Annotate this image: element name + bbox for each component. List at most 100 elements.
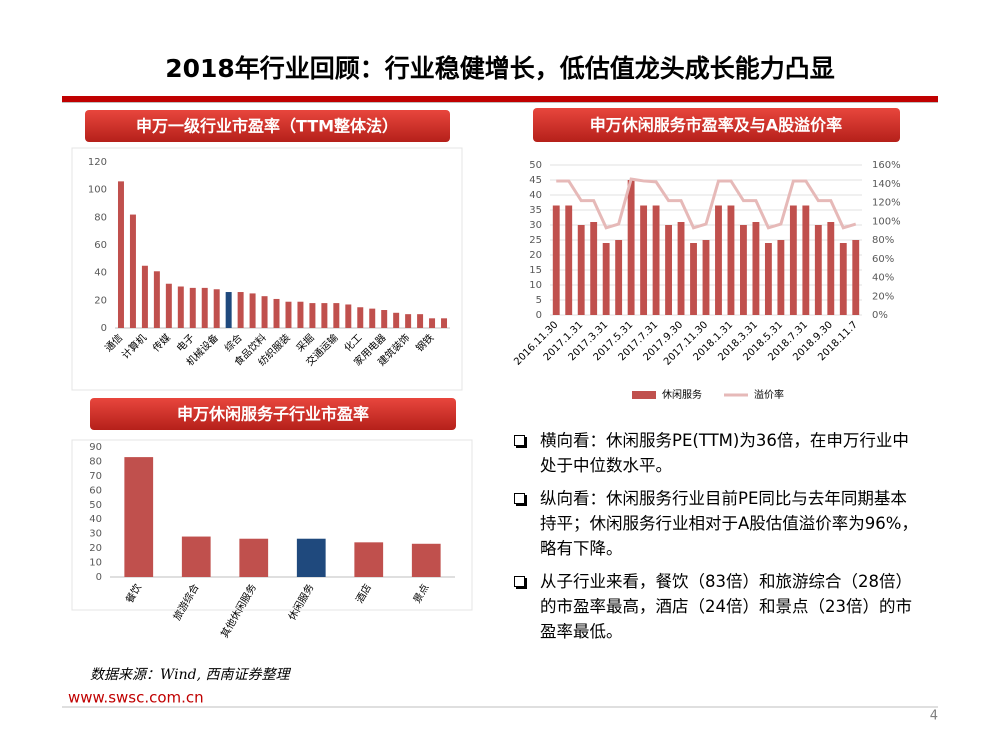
- bar: [393, 312, 400, 328]
- bar: [702, 240, 710, 315]
- bar: [727, 205, 735, 315]
- y2-tick-label: 120%: [872, 198, 901, 209]
- bullet-list: 横向看：休闲服务PE(TTM)为36倍，在申万行业中处于中位数水平。 纵向看：休闲…: [512, 428, 922, 652]
- bar: [345, 304, 352, 328]
- chart-title: 申万一级行业市盈率（TTM整体法）: [136, 117, 398, 136]
- bar: [273, 298, 280, 328]
- bar: [225, 292, 232, 328]
- line-series: [556, 177, 857, 230]
- bar: [814, 225, 822, 315]
- bullet-item: 从子行业来看，餐饮（83倍）和旅游综合（28倍）的市盈率最高，酒店（24倍）和景…: [512, 569, 922, 644]
- y2-tick-label: 60%: [872, 254, 894, 265]
- bar: [213, 289, 220, 328]
- slide-title: 2018年行业回顾：行业稳健增长，低估值龙头成长能力凸显: [165, 54, 835, 83]
- bar: [141, 265, 148, 328]
- bar: [239, 538, 269, 577]
- bar: [189, 287, 196, 328]
- y-tick-label: 20: [94, 295, 107, 306]
- y-tick-label: 0: [536, 310, 542, 321]
- bar: [429, 318, 436, 328]
- y-tick-label: 30: [529, 220, 542, 231]
- bar: [249, 293, 256, 328]
- bar: [309, 303, 316, 328]
- chart-banner: [90, 398, 456, 430]
- bar: [321, 303, 328, 328]
- bar: [677, 222, 685, 315]
- y-tick-label: 80: [94, 212, 107, 223]
- bullet-item: 横向看：休闲服务PE(TTM)为36倍，在申万行业中处于中位数水平。: [512, 428, 922, 478]
- y-tick-label: 50: [89, 500, 102, 511]
- y-tick-label: 35: [529, 205, 542, 216]
- page-number: 4: [930, 709, 938, 724]
- legend-label: 溢价率: [754, 388, 784, 401]
- y-tick-label: 45: [529, 175, 542, 186]
- y2-tick-label: 160%: [872, 160, 901, 171]
- bar: [565, 205, 573, 315]
- bar: [740, 225, 747, 315]
- bar: [602, 243, 610, 315]
- y-tick-label: 20: [529, 250, 542, 261]
- y2-tick-label: 0%: [872, 310, 888, 321]
- bar: [577, 225, 585, 315]
- y-tick-label: 100: [88, 185, 107, 196]
- y-tick-label: 60: [89, 485, 102, 496]
- bar: [590, 222, 598, 315]
- y-tick-label: 80: [89, 456, 102, 467]
- bar: [411, 543, 441, 577]
- bar: [297, 301, 304, 328]
- bar: [627, 180, 635, 315]
- chart-frame: [71, 147, 463, 391]
- bar: [165, 283, 172, 328]
- y-tick-label: 40: [89, 514, 102, 525]
- bar: [752, 222, 760, 315]
- bar: [237, 292, 244, 328]
- y-tick-label: 5: [536, 295, 542, 306]
- bar: [153, 271, 160, 328]
- y-tick-label: 20: [89, 543, 102, 554]
- legend-label: 休闲服务: [662, 388, 702, 401]
- y-tick-label: 30: [89, 529, 102, 540]
- bar: [354, 542, 384, 577]
- bar: [181, 536, 211, 577]
- bar: [764, 243, 772, 315]
- bar: [690, 243, 697, 315]
- y-tick-label: 0: [96, 572, 102, 583]
- y2-tick-label: 20%: [872, 291, 894, 302]
- bar: [417, 314, 424, 328]
- chart-banner: [533, 108, 900, 142]
- bar: [261, 296, 268, 328]
- bar: [124, 457, 154, 577]
- chart-banner: [85, 110, 450, 142]
- y-tick-label: 40: [529, 190, 542, 201]
- bar: [789, 205, 797, 315]
- bar: [129, 214, 136, 328]
- bar: [369, 308, 376, 328]
- bar: [652, 205, 660, 315]
- y-tick-label: 25: [529, 235, 542, 246]
- bar: [177, 286, 184, 328]
- bar: [333, 303, 340, 328]
- chart-title: 申万休闲服务子行业市盈率: [177, 405, 369, 424]
- bar: [852, 240, 860, 315]
- bar: [552, 205, 560, 315]
- bar: [777, 240, 785, 315]
- bar: [296, 538, 326, 577]
- bar: [802, 205, 810, 315]
- y-tick-label: 15: [529, 265, 542, 276]
- y-tick-label: 10: [89, 558, 102, 569]
- bar: [640, 205, 648, 315]
- bar: [201, 287, 208, 328]
- website: www.swsc.com.cn: [68, 689, 204, 707]
- bar: [839, 243, 847, 315]
- chart-title: 申万休闲服务市盈率及与A股溢价率: [590, 116, 842, 135]
- legend-swatch: [632, 391, 656, 399]
- y-tick-label: 70: [89, 471, 102, 482]
- y-tick-label: 90: [89, 442, 102, 453]
- bar: [405, 314, 412, 328]
- y-tick-label: 40: [94, 268, 107, 279]
- bar: [715, 205, 722, 315]
- y-tick-label: 50: [529, 160, 542, 171]
- y2-tick-label: 100%: [872, 216, 901, 227]
- y-tick-label: 0: [101, 323, 107, 334]
- y-tick-label: 10: [529, 280, 542, 291]
